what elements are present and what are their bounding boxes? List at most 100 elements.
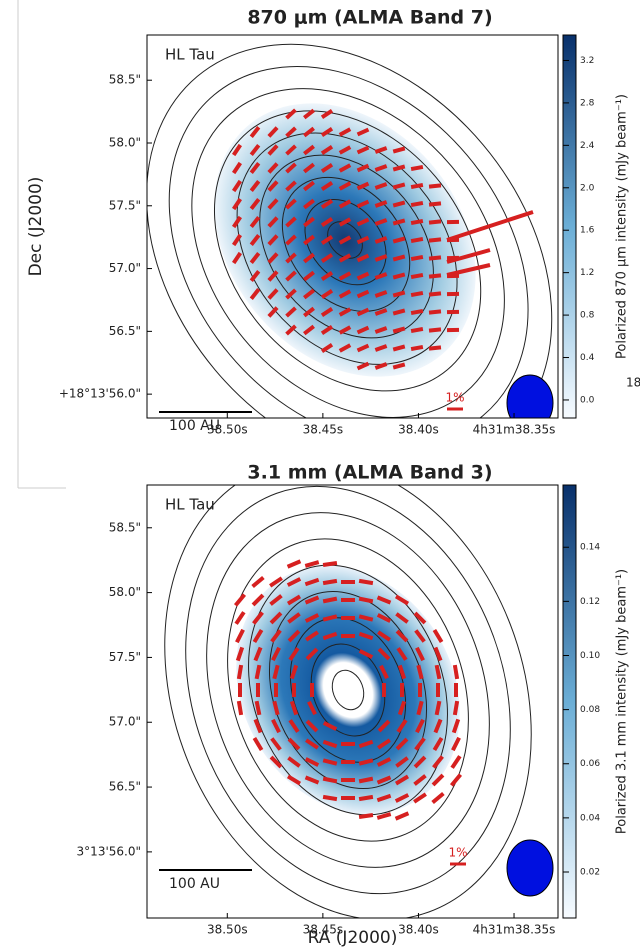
y-tick-label: 58.0" bbox=[109, 135, 141, 149]
colorbar-tick-label: 0.0 bbox=[580, 395, 595, 405]
polarization-vector bbox=[411, 347, 423, 349]
polarization-vector bbox=[429, 293, 441, 294]
colorbar-tick-label: 0.02 bbox=[580, 867, 600, 877]
y-tick-label: 58.0" bbox=[109, 585, 141, 599]
polarization-vector bbox=[236, 595, 245, 606]
y-tick-label: 56.5" bbox=[109, 780, 141, 794]
polarization-vector bbox=[411, 329, 423, 331]
polarization-vector bbox=[359, 581, 373, 583]
polarization-vector bbox=[323, 779, 337, 782]
colorbar bbox=[563, 35, 576, 418]
y-tick-label: 57.5" bbox=[109, 198, 141, 212]
polarization-vector bbox=[411, 293, 423, 295]
polarization-vector bbox=[411, 257, 423, 259]
figure: 870 μm (ALMA Band 7) HL Tau 100 AU 1% 58.5" 5… bbox=[0, 0, 640, 949]
object-label: HL Tau bbox=[165, 496, 215, 514]
colorbar-label: Polarized 870 μm intensity (mJy beam⁻¹) bbox=[615, 94, 630, 359]
colorbar bbox=[563, 485, 576, 918]
y-tick-label: 58.5" bbox=[109, 73, 141, 87]
polarization-vector bbox=[429, 185, 441, 186]
polarization-vector bbox=[257, 701, 260, 715]
colorbar-tick-label: 2.0 bbox=[580, 183, 595, 193]
y-axis-label: Dec (J2000) bbox=[26, 177, 46, 277]
colorbar-tick-label: 0.14 bbox=[580, 543, 600, 553]
polarization-vector bbox=[429, 239, 441, 240]
polarization-vector bbox=[323, 797, 337, 799]
polarization-vector bbox=[433, 794, 444, 803]
x-tick-label: 38.45s bbox=[303, 423, 344, 437]
polarization-vector bbox=[411, 167, 423, 169]
y-tick-label: 58.5" bbox=[109, 520, 141, 534]
y-tick-label: 3°13'56.0" bbox=[77, 844, 141, 858]
colorbar-tick-label: 0.08 bbox=[580, 705, 600, 715]
polarization-vector bbox=[359, 779, 373, 782]
polarization-vector bbox=[236, 612, 244, 624]
polarization-vector bbox=[411, 275, 423, 277]
polarization-vector bbox=[452, 756, 460, 768]
polarization-vector bbox=[411, 185, 423, 187]
colorbar-tick-label: 0.4 bbox=[580, 353, 595, 363]
polarization-vector bbox=[411, 221, 423, 223]
colorbar-label: Polarized 3.1 mm intensity (mJy beam⁻¹) bbox=[615, 569, 630, 834]
x-tick-label: 4h31m38.35s bbox=[473, 923, 556, 937]
polarization-vector bbox=[429, 311, 441, 312]
polarization-vector bbox=[396, 813, 409, 819]
colorbar-tick-label: 0.12 bbox=[580, 597, 600, 607]
page: {"chart_data": [ {"type": "polarization-… bbox=[0, 0, 640, 949]
percent-label: 1% bbox=[448, 846, 467, 860]
x-tick-label: 38.40s bbox=[398, 923, 439, 937]
polarization-vector bbox=[429, 329, 441, 330]
polarization-vector bbox=[257, 665, 260, 679]
polarization-vector bbox=[377, 814, 390, 818]
polarization-vector bbox=[429, 221, 441, 222]
polarization-vector bbox=[455, 701, 457, 715]
x-tick-label: 4h31m38.35s bbox=[473, 423, 556, 437]
scale-bar-label: 100 AU bbox=[169, 876, 220, 892]
y-tick-label: 57.5" bbox=[109, 650, 141, 664]
polarization-vector bbox=[429, 347, 441, 348]
y-tick-label: 57.0" bbox=[109, 261, 141, 275]
polarization-vector bbox=[429, 203, 441, 204]
x-tick-label: 38.50s bbox=[207, 923, 248, 937]
polarization-vector bbox=[411, 311, 423, 313]
y-tick-label: +18°13'56.0" bbox=[59, 387, 141, 401]
polarization-vector bbox=[437, 701, 440, 715]
polarization-vector bbox=[411, 239, 423, 241]
polarization-vector bbox=[305, 562, 318, 566]
polarization-vector bbox=[253, 578, 264, 587]
colorbar-tick-label: 1.6 bbox=[580, 226, 595, 236]
y-tick-label: 56.5" bbox=[109, 324, 141, 338]
polarization-vector bbox=[437, 665, 440, 679]
colorbar-tick-label: 0.8 bbox=[580, 311, 595, 321]
map bbox=[103, 408, 593, 949]
panel-title: 3.1 mm (ALMA Band 3) bbox=[247, 462, 492, 484]
x-tick-label: 38.50s bbox=[207, 423, 248, 437]
polarization-vector bbox=[239, 701, 241, 715]
polarization-vector bbox=[359, 599, 373, 602]
polarization-vector bbox=[323, 581, 337, 583]
colorbar-tick-label: 0.04 bbox=[580, 813, 600, 823]
stray-text: 18 bbox=[626, 376, 640, 390]
colorbar-tick-label: 3.2 bbox=[580, 56, 594, 66]
polarization-vector bbox=[323, 563, 337, 565]
polarization-vector bbox=[429, 275, 441, 276]
polarization-vector bbox=[359, 815, 373, 817]
polarization-vector bbox=[323, 599, 337, 602]
polarization-vector bbox=[452, 775, 461, 786]
polarization-vector bbox=[239, 665, 241, 679]
colorbar-tick-label: 2.4 bbox=[580, 141, 595, 151]
x-tick-label: 38.40s bbox=[398, 423, 439, 437]
object-label: HL Tau bbox=[165, 46, 215, 64]
colorbar-tick-label: 0.06 bbox=[580, 759, 600, 769]
x-axis-label: RA (J2000) bbox=[308, 928, 398, 948]
polarization-vector bbox=[411, 203, 423, 205]
colorbar-tick-label: 0.10 bbox=[580, 651, 600, 661]
colorbar-tick-label: 1.2 bbox=[580, 268, 594, 278]
polarization-vector bbox=[359, 797, 373, 799]
polarization-vector bbox=[429, 257, 441, 258]
colorbar-tick-label: 2.8 bbox=[580, 98, 595, 108]
percent-label: 1% bbox=[445, 391, 464, 405]
y-tick-label: 57.0" bbox=[109, 715, 141, 729]
panel-title: 870 μm (ALMA Band 7) bbox=[247, 7, 492, 29]
beam bbox=[507, 840, 553, 896]
